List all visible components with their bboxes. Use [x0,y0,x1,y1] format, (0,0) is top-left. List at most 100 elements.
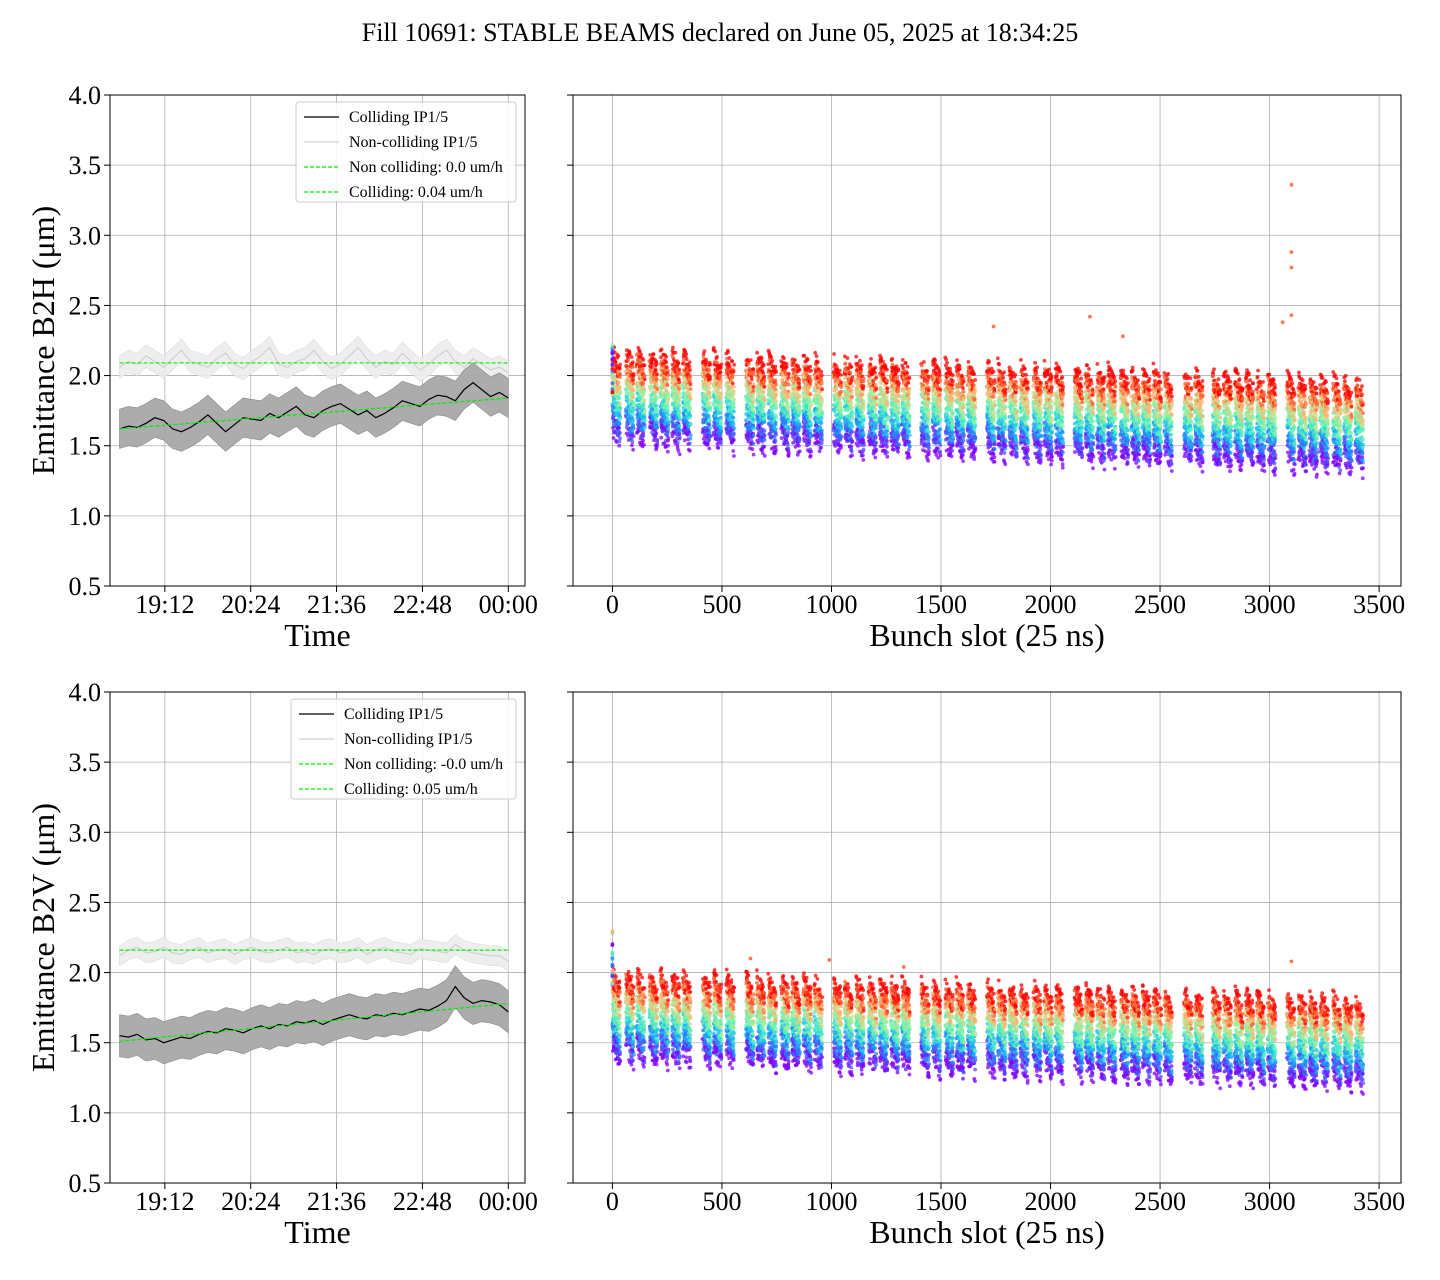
bunch-point [820,381,824,385]
bunch-point [885,432,890,437]
bunch-point [715,355,719,359]
bunch-point [631,419,635,423]
bunch-point [707,386,712,390]
bunch-point [653,400,657,404]
bunch-point [642,377,647,382]
bunch-point [629,437,634,442]
bunch-point [770,359,775,363]
bunch-point [730,381,735,386]
bunch-point [630,360,635,365]
bunch-point [774,392,778,397]
bunch-point [848,370,853,375]
bunch-point [780,377,785,382]
bunch-point [885,450,889,455]
bunch-point [653,367,658,372]
bunch-point [677,371,682,376]
bunch-point [630,440,635,444]
bunch-point [854,354,859,359]
bunch-point [762,434,767,438]
x-tick-label: 2000 [1025,590,1077,619]
bunch-point [906,451,911,456]
bunch-point [730,359,735,363]
bunch-point [707,367,711,372]
bunch-point [731,449,736,453]
y-tick-label: 3.5 [69,151,102,180]
bunch-point [900,358,905,362]
bunch-point [649,365,654,370]
bunch-point [861,405,866,410]
bunch-point [665,377,670,382]
bunch-point [670,434,675,439]
bunch-point [905,371,909,375]
bunch-point [850,405,855,410]
bunch-point [631,395,636,400]
bunch-point [774,432,778,437]
bunch-point [642,408,647,413]
bunch-point [630,430,635,434]
bunch-point [809,378,813,383]
bunch-point [677,398,682,403]
bunch-point [708,426,712,431]
bunch-point [839,445,843,450]
bunch-point [630,443,634,448]
bunch-point [808,453,813,458]
bunch-point [751,392,756,396]
bunch-point [641,357,646,362]
bunch-point [613,360,618,365]
bunch-point [885,402,890,407]
bunch-train [900,358,912,460]
bunch-point [749,377,754,382]
bunch-point [665,383,670,388]
bunch-point [631,372,636,376]
bunch-point [773,438,778,443]
bunch-point [896,450,900,454]
bunch-point [808,428,813,433]
bunch-point [707,390,712,395]
x-tick-label: 2500 [1134,590,1186,619]
bunch-point [839,413,844,418]
bunch-train [647,352,660,452]
bunch-point [861,415,866,419]
bunch-point [617,396,622,401]
bunch-point [648,388,653,392]
bunch-point [719,440,723,444]
bunch-point [786,408,791,412]
bunch-point [631,365,635,369]
bunch-point [751,385,756,389]
bunch-point [666,368,670,373]
bunch-point [861,376,866,381]
bunch-point [677,428,682,433]
bunch-point [718,380,723,384]
bunch-point [617,426,621,430]
bunch-point [874,387,879,391]
bunch-point [850,384,855,389]
x-tick-label: 19:12 [135,590,194,619]
bunch-point [849,402,854,406]
bunch-point [641,381,646,386]
bunch-point [655,413,660,417]
bunch-point [874,396,879,400]
bunch-point [797,408,802,413]
bunch-point [707,401,712,405]
bunch-point [881,359,885,364]
bunch-point [839,389,844,394]
bunch-point [769,355,774,360]
bunch-point [707,446,712,451]
bunch-point [839,421,843,426]
bunch-point [642,415,647,420]
bunch-train [919,360,931,463]
bunch-point [786,371,791,376]
bunch-point [617,366,622,371]
bunch-point [708,405,713,410]
bunch-train [766,348,779,456]
x-tick-label: 3000 [1244,590,1296,619]
bunch-point [650,361,655,366]
bunch-point [727,356,732,360]
bunch-point [761,363,766,367]
bunch-point [869,357,873,361]
x-tick-label: 1500 [915,590,967,619]
bunch-point [761,390,766,394]
bunch-point [719,365,723,370]
bunch-point [673,369,678,373]
